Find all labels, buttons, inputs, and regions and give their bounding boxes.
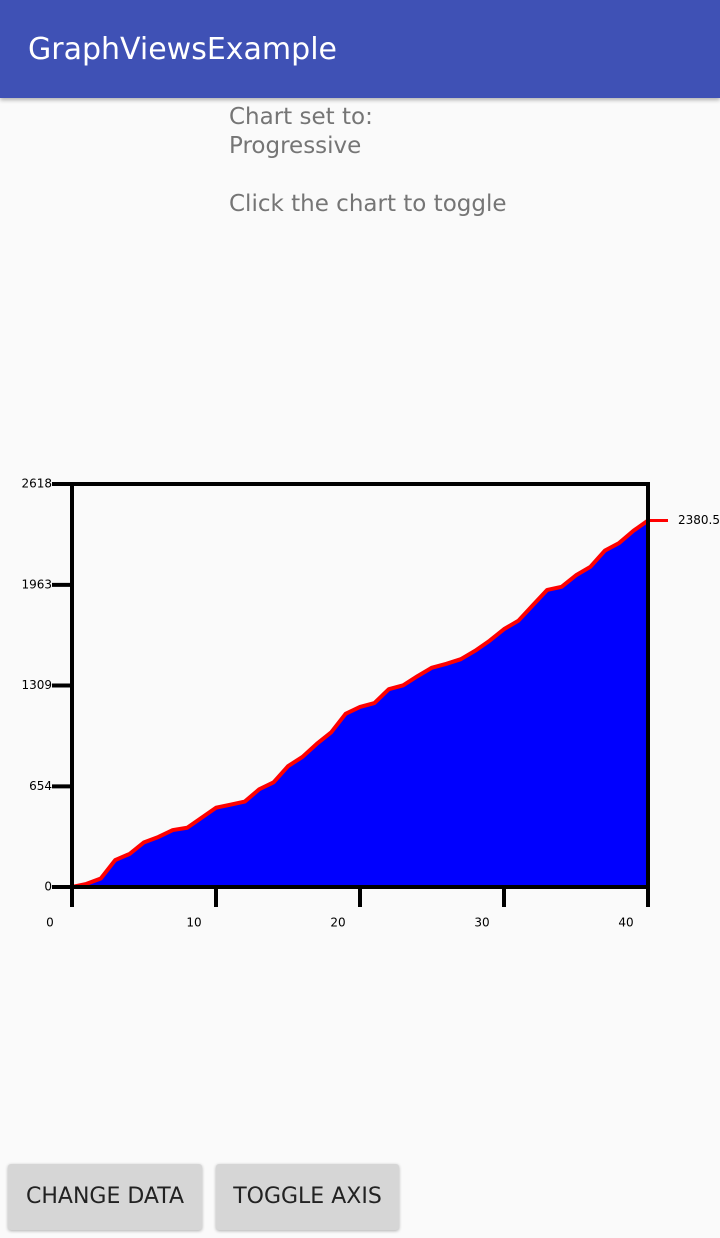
y-tick-label: 1963 bbox=[21, 577, 52, 591]
y-tick-label: 1309 bbox=[21, 678, 52, 692]
app-bar: GraphViewsExample bbox=[0, 0, 720, 98]
line bbox=[71, 518, 650, 889]
toggle-axis-button[interactable]: TOGGLE AXIS bbox=[216, 1164, 399, 1230]
y-tick-label: 0 bbox=[44, 880, 52, 894]
status-value: Progressive bbox=[229, 133, 362, 159]
x-tick-label: 30 bbox=[474, 916, 489, 930]
app-title: GraphViewsExample bbox=[28, 32, 337, 67]
chart[interactable]: 2380.5 0 654 1309 1963 2618 0 10 20 30 40 bbox=[0, 440, 720, 940]
hint: Click the chart to toggle bbox=[229, 191, 507, 217]
x-tick-label: 0 bbox=[46, 916, 54, 930]
last-value-label: 2380.5 bbox=[678, 513, 720, 527]
status-label: Chart set to: bbox=[229, 104, 373, 130]
y-tick-label: 654 bbox=[29, 779, 52, 793]
area bbox=[72, 520, 648, 887]
x-tick-label: 40 bbox=[618, 916, 633, 930]
y-tick-label: 2618 bbox=[21, 477, 52, 491]
x-tick-label: 20 bbox=[330, 916, 345, 930]
x-tick-label: 10 bbox=[186, 916, 201, 930]
change-data-button[interactable]: CHANGE DATA bbox=[8, 1164, 202, 1230]
